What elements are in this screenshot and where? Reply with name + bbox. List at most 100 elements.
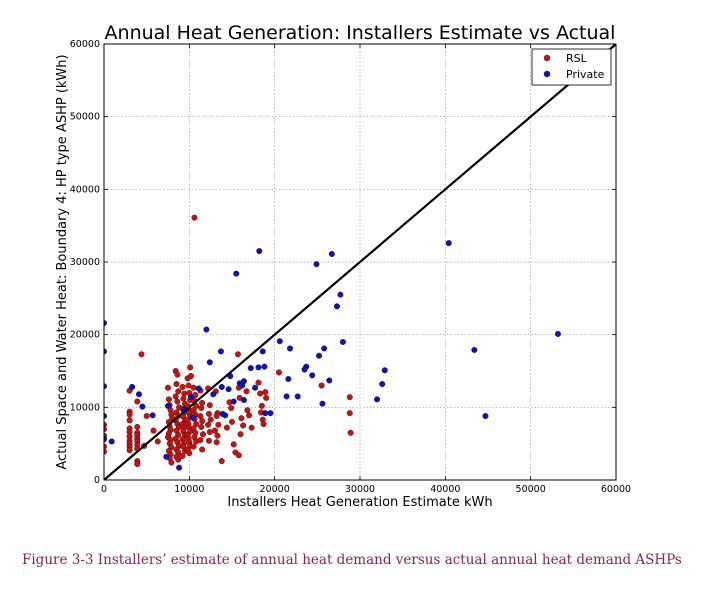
data-point-rsl [104, 421, 107, 428]
data-point-rsl [262, 389, 269, 396]
data-point-rsl [229, 418, 235, 425]
series-rsl [104, 214, 354, 467]
data-point-private [261, 363, 268, 370]
data-point-private [104, 320, 107, 327]
data-point-private [309, 372, 316, 379]
data-point-rsl [174, 398, 181, 405]
data-point-private [259, 348, 266, 355]
data-point-private [136, 391, 142, 398]
legend-box [531, 48, 612, 86]
x-tick-label: 0 [101, 484, 107, 495]
data-point-rsl [255, 379, 262, 386]
data-point-rsl [138, 351, 145, 358]
x-tick-label: 60000 [601, 484, 631, 495]
data-point-private [206, 359, 213, 366]
x-tick-label: 40000 [430, 484, 460, 495]
data-point-rsl [260, 421, 267, 428]
data-point-rsl [230, 441, 237, 448]
data-point-rsl [205, 410, 212, 417]
data-point-rsl [175, 456, 182, 463]
data-point-rsl [193, 421, 200, 428]
data-point-rsl [173, 381, 180, 388]
data-point-rsl [206, 402, 213, 409]
data-point-rsl [193, 402, 200, 409]
data-point-private [230, 398, 237, 405]
data-point-private [482, 413, 489, 420]
data-point-private [267, 410, 274, 417]
data-point-rsl [180, 395, 187, 402]
data-point-rsl [211, 427, 218, 434]
x-tick-label: 20000 [260, 484, 290, 495]
data-point-private [301, 366, 308, 373]
data-point-rsl [234, 351, 241, 358]
data-point-private [189, 414, 196, 421]
data-point-rsl [190, 443, 197, 450]
data-point-rsl [191, 214, 198, 221]
data-point-private [333, 303, 340, 310]
data-point-rsl [198, 423, 205, 430]
data-point-rsl [104, 426, 107, 433]
data-point-rsl [199, 446, 206, 453]
data-point-private [129, 384, 136, 390]
data-point-rsl [200, 431, 206, 438]
data-point-rsl [154, 438, 161, 445]
data-point-rsl [134, 461, 141, 467]
data-point-rsl [199, 418, 206, 425]
data-point-rsl [238, 415, 245, 422]
data-point-rsl [104, 448, 107, 455]
y-tick-label: 30000 [70, 257, 100, 268]
y-tick-label: 60000 [70, 39, 100, 50]
data-point-rsl [181, 390, 188, 397]
data-point-rsl [126, 417, 133, 424]
data-point-private [233, 270, 240, 277]
reference-line [104, 44, 616, 480]
data-point-rsl [257, 390, 264, 397]
data-point-private [319, 400, 326, 407]
data-point-private [287, 345, 294, 352]
data-point-private [256, 248, 263, 255]
data-point-private [283, 393, 290, 400]
data-point-rsl [186, 450, 193, 457]
data-point-rsl [218, 458, 225, 465]
y-axis-label: Actual Space and Water Heat: Boundary 4:… [55, 54, 70, 469]
data-point-private [149, 412, 156, 419]
data-point-rsl [179, 384, 186, 390]
data-point-private [104, 435, 107, 442]
data-point-private [255, 364, 262, 371]
data-point-private [104, 383, 107, 390]
data-point-rsl [126, 447, 133, 454]
series-private [104, 240, 561, 471]
data-point-rsl [346, 410, 353, 417]
data-point-private [188, 394, 195, 401]
data-point-rsl [240, 422, 247, 429]
data-point-rsl [190, 384, 197, 391]
x-axis-label: Installers Heat Generation Estimate kWh [227, 495, 492, 510]
y-tick-label: 40000 [70, 184, 100, 195]
data-point-rsl [223, 424, 230, 431]
legend-label-rsl: RSL [566, 52, 588, 65]
data-point-rsl [244, 407, 251, 414]
y-tick-label: 0 [94, 475, 100, 486]
data-point-rsl [185, 382, 192, 389]
data-point-rsl [104, 443, 107, 450]
figure-caption: Figure 3-3 Installers’ estimate of annua… [22, 552, 682, 568]
data-point-rsl [165, 384, 171, 391]
data-point-private [379, 381, 386, 388]
x-tick-label: 10000 [174, 484, 204, 495]
data-point-private [225, 386, 232, 393]
data-point-rsl [258, 402, 265, 409]
data-points [104, 214, 561, 471]
data-point-rsl [165, 396, 172, 403]
data-point-private [328, 251, 335, 257]
data-point-rsl [275, 369, 282, 376]
data-point-rsl [207, 416, 214, 423]
data-point-rsl [214, 432, 221, 439]
data-point-private [294, 393, 301, 400]
data-point-rsl [213, 439, 220, 446]
data-point-private [247, 365, 254, 372]
data-point-private [316, 352, 323, 359]
data-point-rsl [175, 388, 182, 395]
data-point-private [104, 413, 107, 420]
data-point-rsl [243, 388, 250, 395]
data-point-rsl [199, 399, 206, 406]
